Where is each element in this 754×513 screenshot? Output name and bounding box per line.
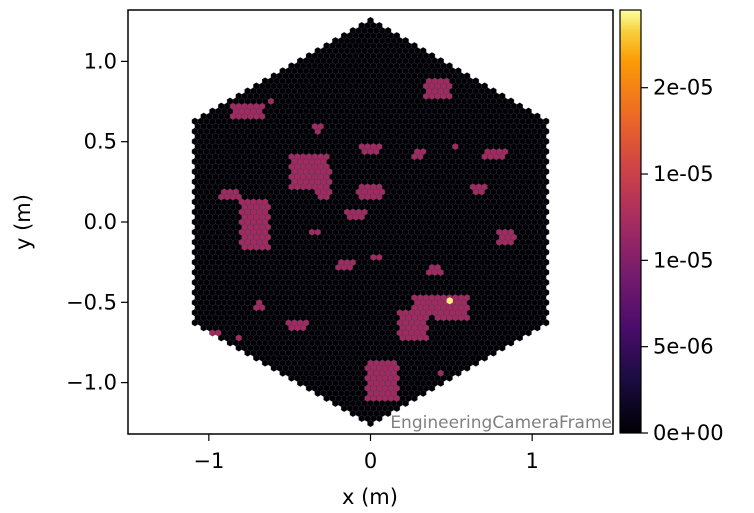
camera-pixel [481, 82, 488, 90]
camera-pixel [279, 67, 286, 75]
colorbar-tick-label: 2e-05 [653, 76, 714, 100]
camera-pixel [358, 21, 365, 30]
camera-pixel [446, 62, 453, 70]
camera-pixel [226, 97, 234, 105]
camera-pixel [490, 87, 497, 95]
camera-pixel [288, 62, 295, 70]
colorbar-ticks: 0e+00 5e-06 1e-05 1e-05 2e-05 [641, 76, 724, 445]
y-tick-label: 0.0 [84, 210, 117, 234]
camera-pixel [314, 47, 321, 55]
camera-pixel [472, 77, 480, 85]
y-axis: 1.0 0.5 0.0 −0.5 −1.0 [66, 49, 128, 395]
camera-pixel [297, 57, 304, 65]
camera-pixel [534, 112, 541, 120]
y-tick-label: 1.0 [84, 49, 117, 73]
camera-pixel [420, 47, 427, 55]
camera-pixel [525, 107, 532, 115]
camera-pixel [305, 52, 313, 60]
colorbar-tick-label: 1e-05 [653, 248, 714, 272]
camera-pixel [516, 102, 523, 110]
camera-pixel [376, 21, 383, 30]
camera-pixel [384, 27, 392, 35]
camera-pixel [244, 87, 251, 95]
colorbar-tick-label: 5e-06 [653, 335, 714, 359]
camera-pixel [332, 37, 339, 45]
camera-pixel [349, 27, 357, 35]
camera-pixel [261, 77, 269, 85]
camera-pixel [367, 16, 374, 25]
camera-pixel [200, 112, 207, 120]
y-tick-label: −0.5 [66, 290, 117, 314]
camera-pixel [411, 42, 418, 50]
camera-pixel [218, 102, 225, 110]
camera-pixels [191, 16, 550, 428]
x-axis-label: x (m) [342, 485, 398, 509]
camera-pixel [270, 72, 278, 80]
camera-pixel [499, 92, 506, 100]
camera-pixel [323, 42, 330, 50]
camera-pixel [235, 92, 242, 100]
y-tick-label: −1.0 [66, 371, 117, 395]
camera-pixel [402, 37, 409, 45]
camera-pixel [437, 57, 444, 65]
camera-pixel [209, 107, 216, 115]
colorbar-tick-label: 1e-05 [653, 162, 714, 186]
x-tick-label: −1 [193, 449, 224, 473]
camera-pixel [341, 32, 348, 40]
y-axis-label: y (m) [11, 194, 35, 250]
camera-pixel [253, 82, 260, 90]
camera-pixel [428, 52, 436, 60]
x-tick-label: 1 [525, 449, 538, 473]
camera-pixel [191, 117, 199, 125]
y-tick-label: 0.5 [84, 130, 117, 154]
camera-pixel [507, 97, 515, 105]
x-tick-label: 0 [364, 449, 377, 473]
colorbar [619, 9, 642, 434]
camera-pixel [542, 117, 550, 125]
frame-label: EngineeringCameraFrame [390, 413, 612, 433]
camera-pixel [393, 32, 400, 40]
x-axis: −1 0 1 [193, 434, 539, 473]
camera-pixel [463, 72, 471, 80]
camera-pixel [455, 67, 462, 75]
colorbar-tick-label: 0e+00 [653, 421, 724, 445]
